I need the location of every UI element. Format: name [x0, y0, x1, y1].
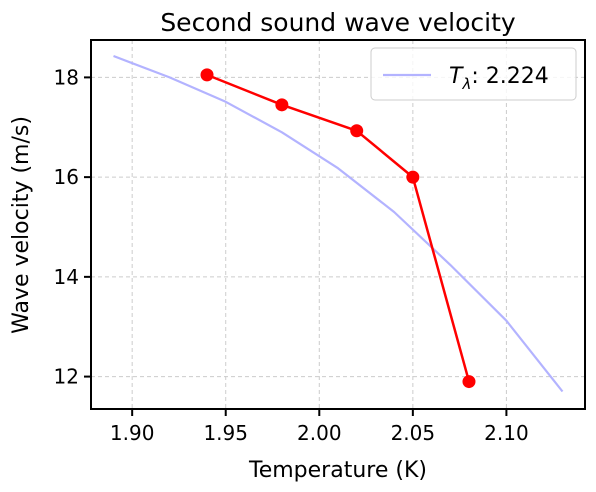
- measured-point-marker: [350, 124, 364, 138]
- legend-box: [370, 47, 577, 101]
- measured-point-marker: [462, 375, 476, 389]
- legend: Tλ: 2.224: [370, 47, 577, 101]
- measured-point-marker: [275, 98, 289, 112]
- legend-entry-label: Tλ: 2.224: [449, 64, 549, 93]
- measured-point-marker: [406, 170, 420, 184]
- x-tick-label: 2.10: [484, 421, 529, 445]
- plot-frame: [90, 39, 586, 410]
- axes-ticks: 1.90 1.95 2.00 2.05 2.10 12 14 16 18: [54, 65, 529, 445]
- y-axis-label: Wave velocity (m/s): [9, 116, 34, 334]
- x-tick-label: 2.05: [391, 421, 436, 445]
- measured-point-marker: [200, 68, 214, 82]
- reference-curve-line: [113, 54, 564, 393]
- plot-area: [113, 54, 564, 393]
- x-tick-label: 1.90: [110, 421, 155, 445]
- chart-title: Second sound wave velocity: [160, 8, 516, 37]
- y-tick-label: 12: [54, 365, 79, 389]
- y-tick-label: 18: [54, 65, 79, 89]
- legend-symbol: T: [449, 64, 464, 89]
- y-tick-label: 14: [54, 265, 79, 289]
- x-tick-label: 1.95: [203, 421, 248, 445]
- grid: [91, 40, 585, 409]
- legend-value: : 2.224: [471, 64, 548, 89]
- x-axis-label: Temperature (K): [248, 458, 427, 483]
- legend-subscript: λ: [461, 75, 471, 93]
- y-tick-label: 16: [54, 165, 79, 189]
- x-tick-label: 2.00: [297, 421, 342, 445]
